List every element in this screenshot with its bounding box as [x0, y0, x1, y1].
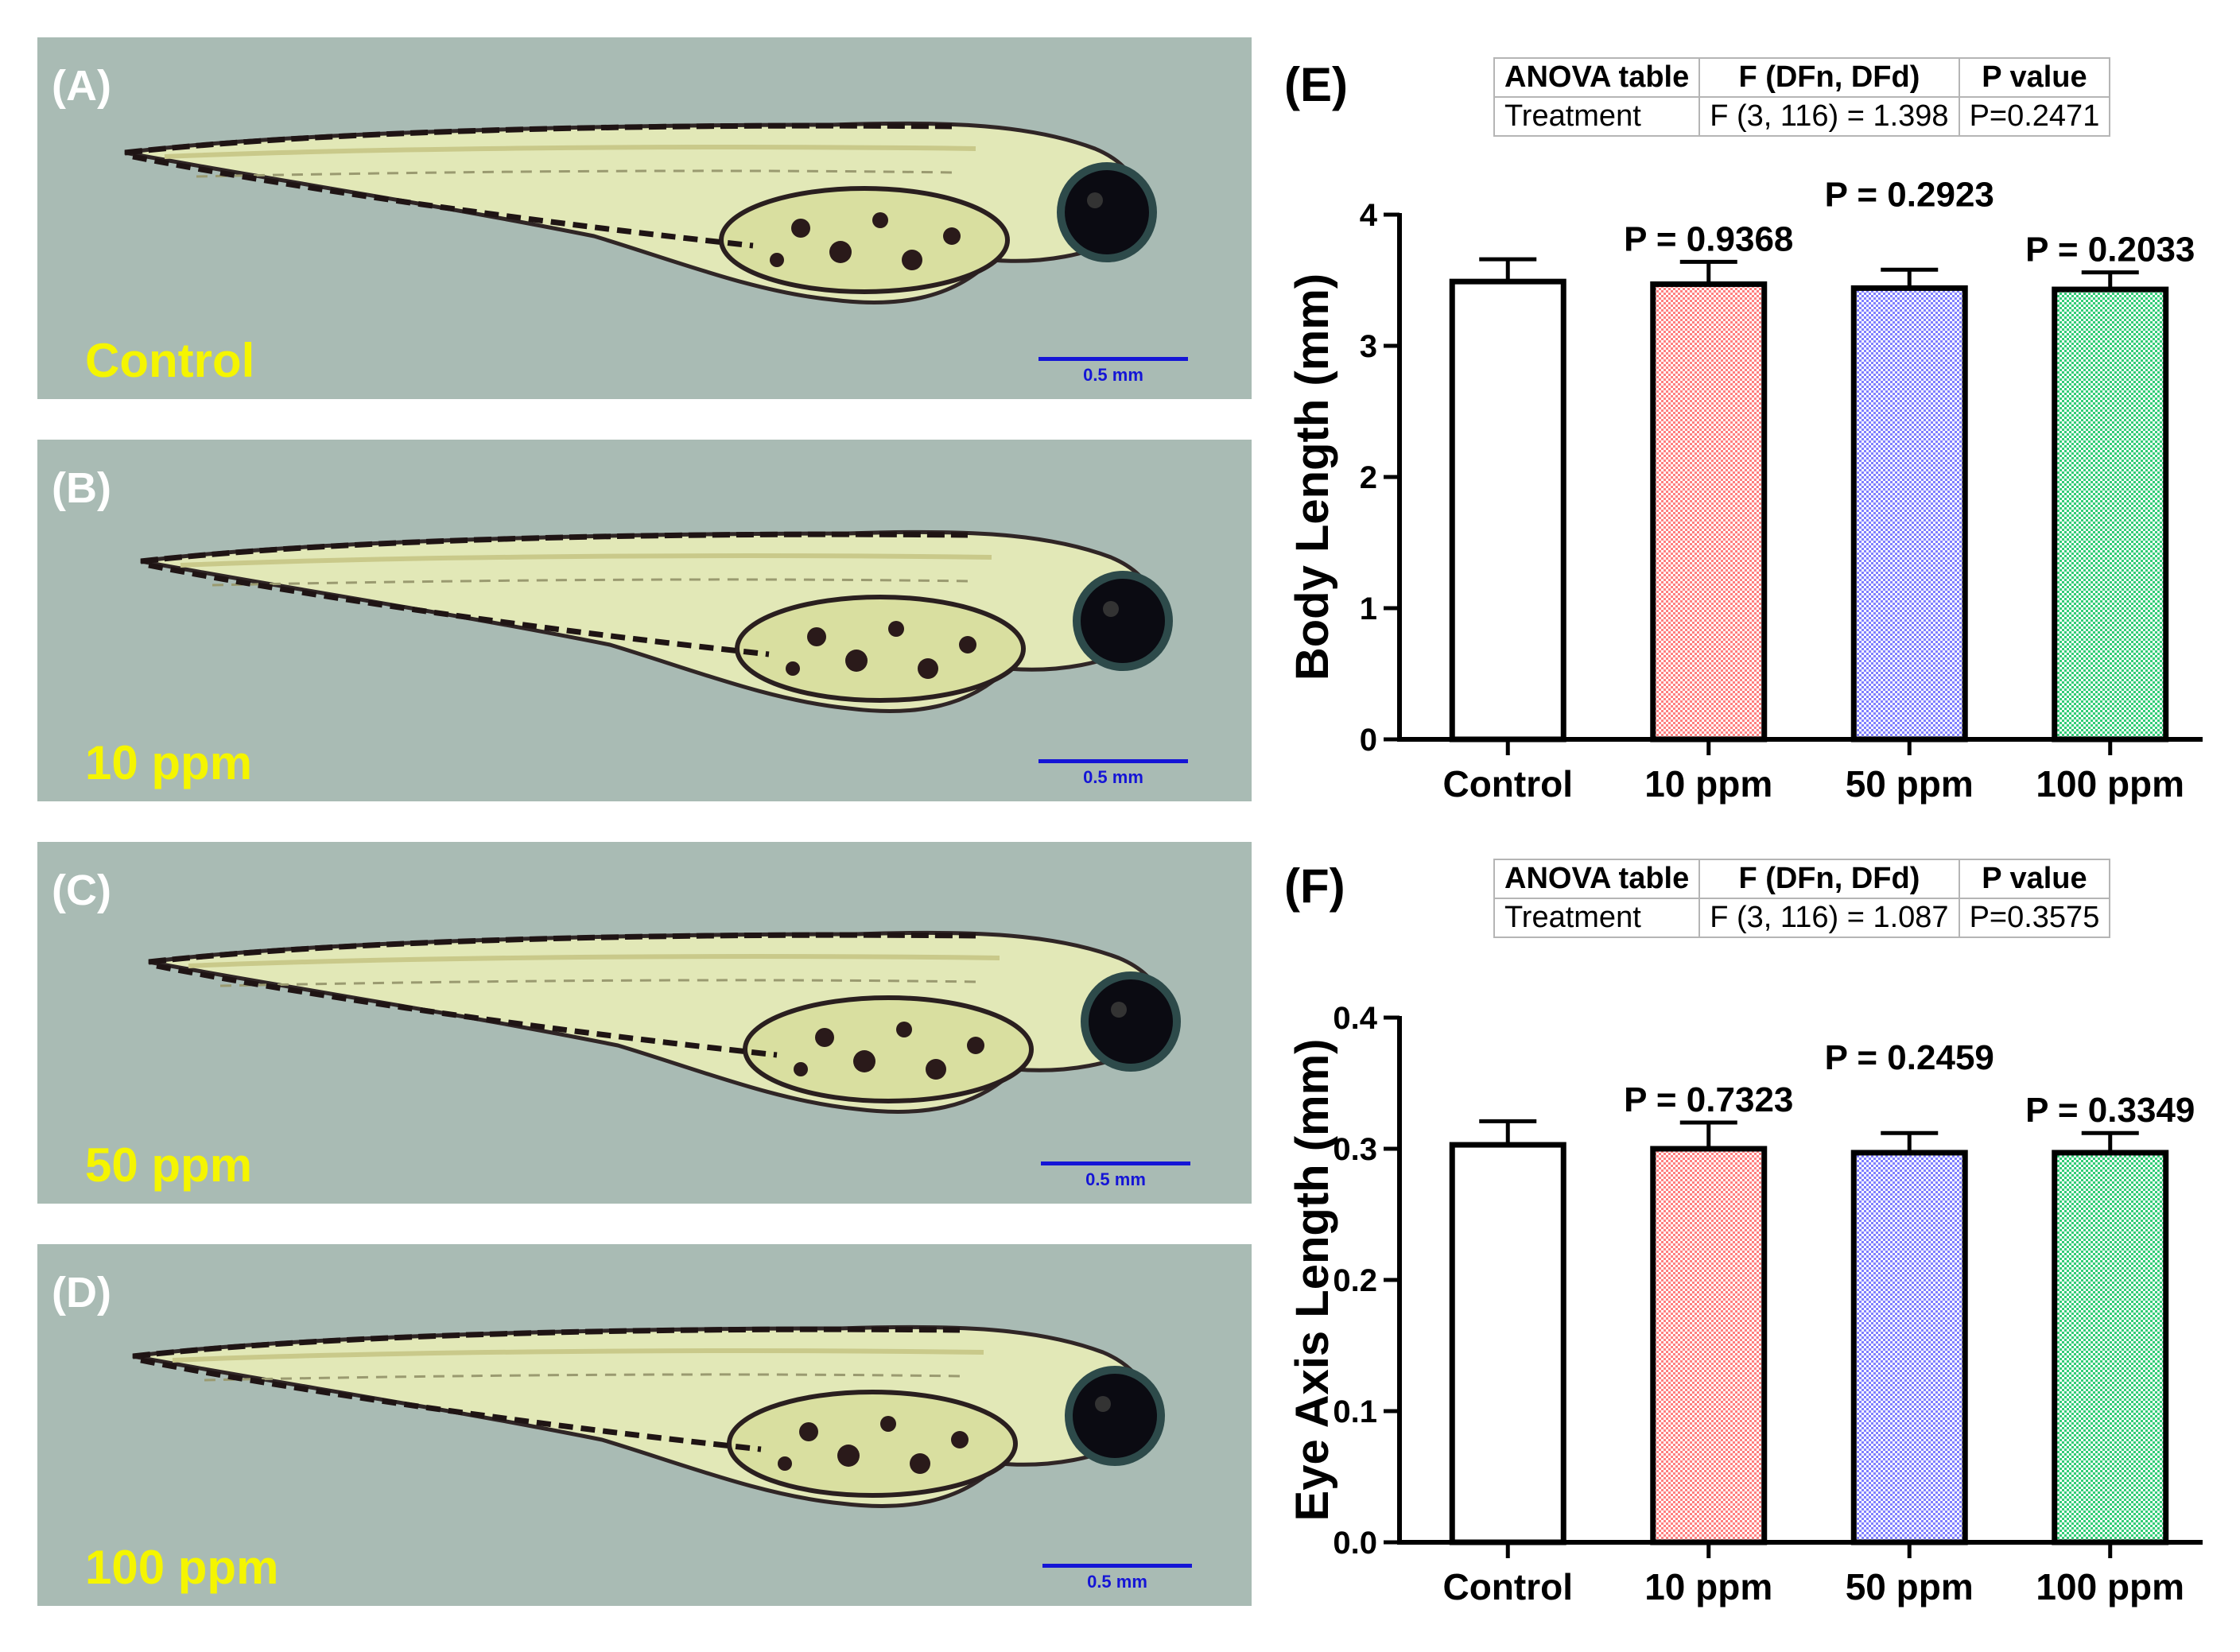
p-value-label: P = 0.7323 — [1624, 1080, 1793, 1119]
bar — [1449, 1142, 1566, 1545]
x-tick-label: 100 ppm — [2036, 1566, 2184, 1607]
p-value-label: P = 0.2459 — [1825, 1038, 1994, 1077]
x-tick-label: 10 ppm — [1644, 763, 1772, 805]
y-tick-label: 0.1 — [1333, 1394, 1377, 1429]
table-cell: F (3, 116) = 1.087 — [1698, 898, 1960, 938]
condition-label: 100 ppm — [85, 1541, 279, 1594]
bar — [1650, 1146, 1768, 1545]
table-header: P value — [1958, 859, 2111, 899]
panel-letter: (C) — [52, 867, 111, 914]
chart-letter-e: (E) — [1284, 58, 1348, 111]
table-header: F (DFn, DFd) — [1698, 57, 1960, 98]
p-value-label: P = 0.3349 — [2025, 1091, 2195, 1130]
bar — [1850, 285, 1968, 743]
table-cell: F (3, 116) = 1.398 — [1698, 96, 1960, 137]
condition-label: Control — [85, 334, 255, 387]
anova-table-f: ANOVA table F (DFn, DFd) P value Treatme… — [1493, 859, 2111, 938]
y-tick-label: 1 — [1360, 591, 1377, 626]
y-tick-label: 0 — [1360, 723, 1377, 758]
scale-bar-label: 0.5 mm — [1083, 767, 1143, 787]
panel-letter: (B) — [52, 464, 111, 512]
table-header: ANOVA table — [1493, 57, 1701, 98]
y-tick-label: 0.3 — [1333, 1132, 1377, 1167]
table-cell: P=0.2471 — [1958, 96, 2111, 137]
p-value-label: P = 0.2923 — [1825, 175, 1994, 214]
y-tick-label: 0.0 — [1333, 1526, 1377, 1561]
x-tick-label: Control — [1442, 1566, 1573, 1607]
y-tick-label: 4 — [1360, 198, 1378, 233]
table-header-row: ANOVA table F (DFn, DFd) P value — [1493, 57, 2111, 98]
p-value-label: P = 0.2033 — [2025, 231, 2195, 270]
bar — [1449, 278, 1566, 743]
photo-panel-d: (D) 100 ppm 0.5 mm — [37, 1244, 1252, 1606]
y-axis-label: Body Length (mm) — [1287, 273, 1338, 681]
scale-bar-label: 0.5 mm — [1085, 1169, 1146, 1189]
panel-letter: (D) — [52, 1269, 111, 1317]
photo-panel-a: (A) Control 0.5 mm — [37, 37, 1252, 399]
y-tick-label: 0.4 — [1333, 1001, 1377, 1036]
table-cell: Treatment — [1493, 898, 1701, 938]
p-value-label: P = 0.9368 — [1624, 219, 1793, 258]
x-tick-label: 50 ppm — [1846, 1566, 1974, 1607]
table-header: P value — [1958, 57, 2111, 98]
condition-label: 10 ppm — [85, 736, 253, 789]
table-cell: Treatment — [1493, 96, 1701, 137]
y-tick-label: 0.2 — [1333, 1263, 1377, 1298]
x-tick-label: 100 ppm — [2036, 763, 2184, 805]
scale-bar — [1041, 1161, 1190, 1165]
scale-bar-label: 0.5 mm — [1083, 365, 1143, 385]
bar — [2052, 1150, 2169, 1545]
y-tick-label: 3 — [1360, 329, 1377, 364]
scale-bar — [1038, 357, 1188, 361]
bar — [1650, 281, 1768, 743]
bar — [2052, 286, 2169, 743]
table-row: Treatment F (3, 116) = 1.398 P=0.2471 — [1493, 96, 2111, 137]
scale-bar-label: 0.5 mm — [1087, 1572, 1147, 1592]
panel-letter: (A) — [52, 62, 111, 110]
photo-panel-c: (C) 50 ppm 0.5 mm — [37, 842, 1252, 1204]
x-tick-label: 50 ppm — [1846, 763, 1974, 805]
table-header: F (DFn, DFd) — [1698, 859, 1960, 899]
y-tick-label: 2 — [1360, 460, 1377, 495]
table-row: Treatment F (3, 116) = 1.087 P=0.3575 — [1493, 898, 2111, 938]
table-header-row: ANOVA table F (DFn, DFd) P value — [1493, 859, 2111, 899]
anova-table-e: ANOVA table F (DFn, DFd) P value Treatme… — [1493, 57, 2111, 137]
condition-label: 50 ppm — [85, 1138, 253, 1192]
bar — [1850, 1150, 1968, 1545]
chart-letter-f: (F) — [1284, 859, 1345, 913]
table-header: ANOVA table — [1493, 859, 1701, 899]
table-cell: P=0.3575 — [1958, 898, 2111, 938]
y-axis-label: Eye Axis Length (mm) — [1287, 1039, 1338, 1522]
photo-panel-b: (B) 10 ppm 0.5 mm — [37, 440, 1252, 801]
bar-chart-body-length: 0 1 2 3 4 Body Length (mm) Control 10 ppm P = 0.… — [1287, 175, 2203, 805]
x-tick-label: 10 ppm — [1644, 1566, 1772, 1607]
scale-bar — [1038, 759, 1188, 763]
x-tick-label: Control — [1442, 763, 1573, 805]
scale-bar — [1042, 1564, 1192, 1568]
